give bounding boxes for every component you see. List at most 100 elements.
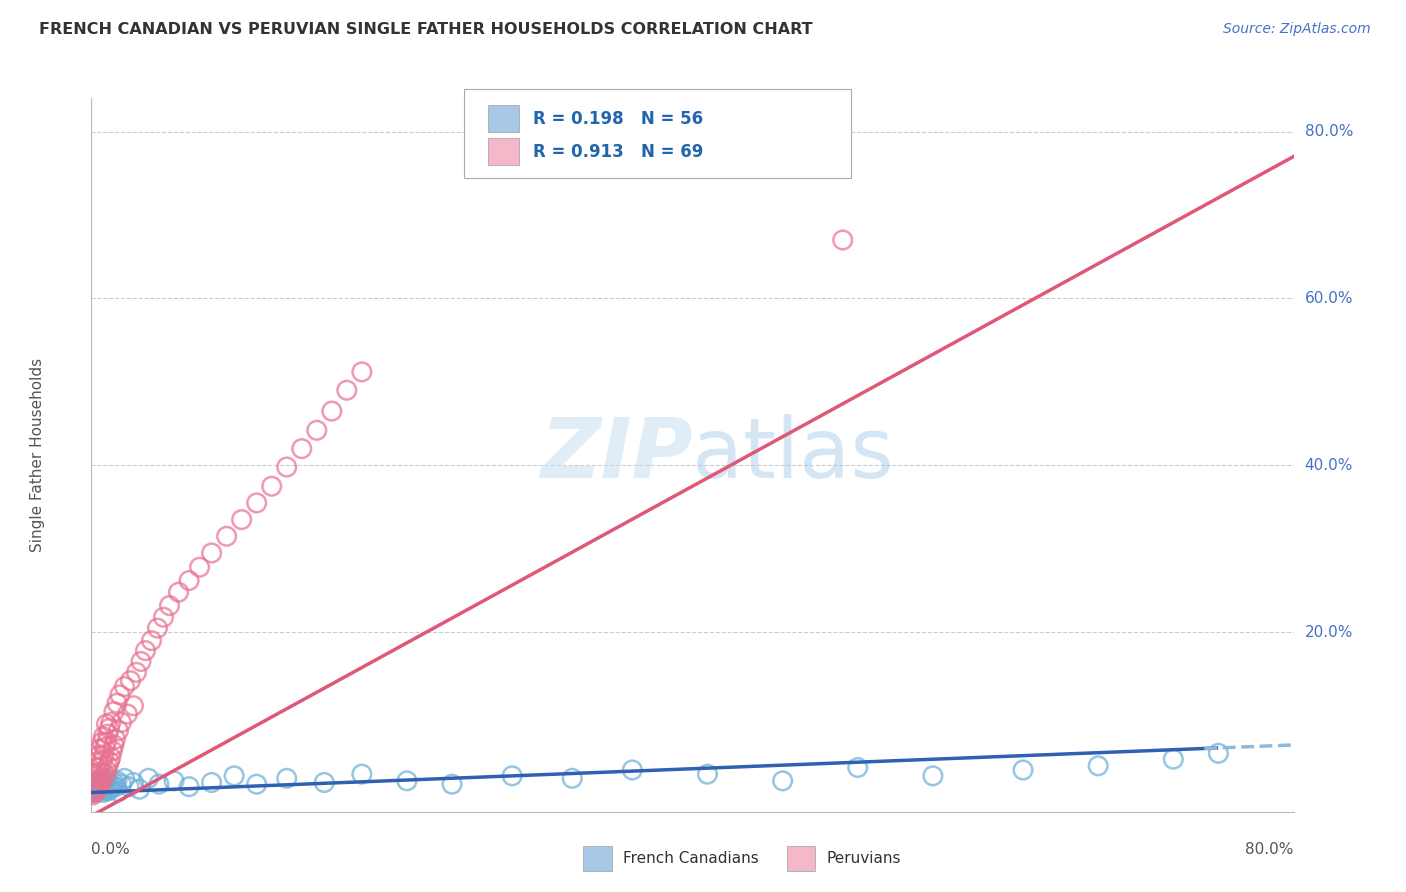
Point bbox=[104, 780, 127, 794]
Point bbox=[89, 760, 111, 774]
Point bbox=[107, 723, 129, 738]
Point bbox=[105, 773, 128, 788]
Point bbox=[276, 772, 298, 786]
Point bbox=[83, 784, 105, 798]
Point bbox=[82, 782, 104, 797]
Point bbox=[87, 780, 110, 794]
Point bbox=[87, 748, 110, 763]
Point bbox=[89, 742, 111, 756]
Text: R = 0.198   N = 56: R = 0.198 N = 56 bbox=[533, 110, 703, 128]
Point bbox=[86, 783, 108, 797]
Point bbox=[305, 423, 328, 437]
Point bbox=[103, 775, 125, 789]
Point bbox=[89, 777, 111, 791]
Point bbox=[120, 673, 142, 688]
Point bbox=[276, 460, 298, 475]
Point bbox=[82, 785, 104, 799]
Point bbox=[93, 785, 115, 799]
Point bbox=[831, 233, 853, 247]
Text: 60.0%: 60.0% bbox=[1305, 291, 1353, 306]
Point bbox=[97, 727, 120, 741]
Point bbox=[159, 599, 181, 613]
Point bbox=[89, 784, 111, 798]
Point bbox=[129, 655, 152, 669]
Point bbox=[108, 688, 131, 702]
Point bbox=[440, 777, 463, 791]
Point bbox=[224, 769, 246, 783]
Point bbox=[177, 574, 200, 588]
Point bbox=[93, 772, 115, 786]
Point bbox=[93, 730, 115, 744]
Point bbox=[1087, 759, 1109, 773]
Point bbox=[84, 773, 107, 788]
Point bbox=[100, 750, 122, 764]
Point bbox=[146, 621, 169, 635]
Point bbox=[84, 760, 107, 774]
Point bbox=[101, 779, 124, 793]
Point bbox=[90, 776, 112, 790]
Point bbox=[87, 773, 110, 788]
Point bbox=[772, 773, 794, 788]
Text: 0.0%: 0.0% bbox=[91, 842, 131, 857]
Point bbox=[83, 780, 105, 794]
Point bbox=[83, 767, 105, 781]
Point bbox=[82, 788, 104, 802]
Point bbox=[201, 546, 224, 560]
Point bbox=[1012, 763, 1035, 777]
Text: R = 0.913   N = 69: R = 0.913 N = 69 bbox=[533, 143, 703, 161]
Point bbox=[94, 783, 117, 797]
Point bbox=[86, 755, 108, 769]
Point bbox=[97, 759, 120, 773]
Text: Peruvians: Peruvians bbox=[827, 851, 901, 865]
Point bbox=[94, 740, 117, 755]
Point bbox=[89, 779, 111, 793]
Point bbox=[103, 738, 125, 752]
Point bbox=[87, 781, 110, 796]
Point bbox=[96, 735, 118, 749]
Point bbox=[122, 698, 145, 713]
Point bbox=[110, 715, 132, 730]
Point bbox=[122, 775, 145, 789]
Point bbox=[350, 365, 373, 379]
Point bbox=[134, 643, 156, 657]
Point bbox=[336, 383, 359, 397]
Point bbox=[96, 772, 118, 786]
Point bbox=[148, 777, 170, 791]
Point bbox=[125, 665, 148, 680]
Text: 80.0%: 80.0% bbox=[1305, 124, 1353, 139]
Point bbox=[922, 769, 945, 783]
Point bbox=[1208, 747, 1230, 761]
Point bbox=[84, 784, 107, 798]
Point bbox=[231, 513, 253, 527]
Point bbox=[246, 777, 269, 791]
Point bbox=[163, 773, 186, 788]
Point bbox=[395, 773, 418, 788]
Point bbox=[561, 772, 583, 786]
Point bbox=[86, 782, 108, 797]
Point bbox=[83, 777, 105, 791]
Point bbox=[104, 732, 127, 747]
Point bbox=[321, 404, 343, 418]
Point bbox=[84, 785, 107, 799]
Point bbox=[177, 780, 200, 794]
Point bbox=[128, 782, 150, 797]
Text: FRENCH CANADIAN VS PERUVIAN SINGLE FATHER HOUSEHOLDS CORRELATION CHART: FRENCH CANADIAN VS PERUVIAN SINGLE FATHE… bbox=[39, 22, 813, 37]
Text: atlas: atlas bbox=[692, 415, 894, 495]
Point bbox=[105, 696, 128, 710]
Point bbox=[98, 721, 121, 735]
Point bbox=[93, 780, 115, 794]
Point bbox=[1161, 752, 1184, 766]
Point bbox=[114, 680, 136, 694]
Point bbox=[103, 705, 125, 719]
Point bbox=[96, 780, 118, 795]
Point bbox=[501, 769, 523, 783]
Point bbox=[215, 529, 238, 543]
Point bbox=[84, 777, 107, 791]
Point bbox=[90, 755, 112, 769]
Point bbox=[201, 775, 224, 789]
Point bbox=[100, 782, 122, 797]
Point bbox=[90, 782, 112, 797]
Point bbox=[110, 777, 132, 791]
Point bbox=[90, 773, 112, 788]
Text: 80.0%: 80.0% bbox=[1246, 842, 1294, 857]
